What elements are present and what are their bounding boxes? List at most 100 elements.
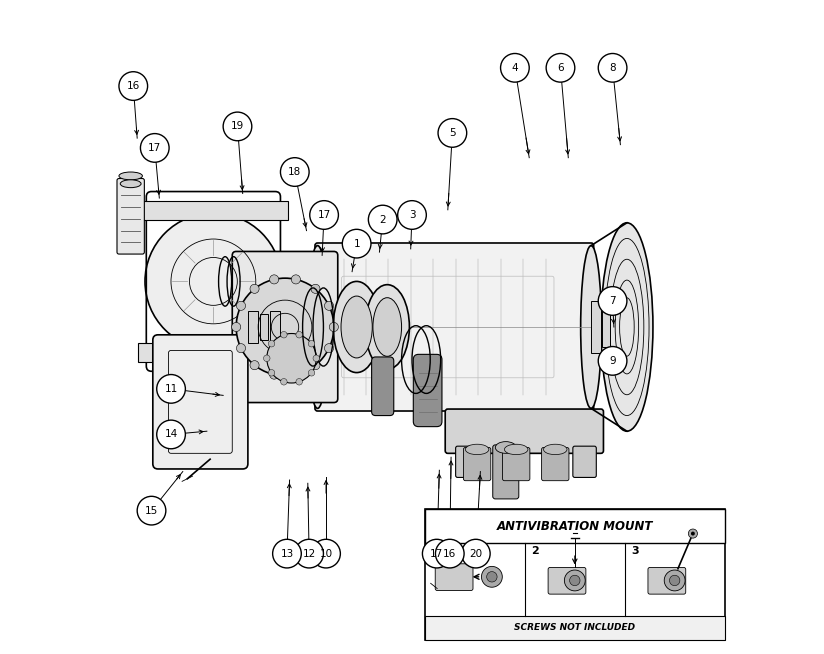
Circle shape xyxy=(598,286,627,315)
Text: 3: 3 xyxy=(409,210,415,220)
Circle shape xyxy=(398,201,426,230)
Text: 16: 16 xyxy=(127,81,140,91)
Circle shape xyxy=(250,360,259,370)
FancyBboxPatch shape xyxy=(232,251,338,403)
Ellipse shape xyxy=(504,444,528,455)
Circle shape xyxy=(236,278,334,376)
Circle shape xyxy=(292,370,301,379)
Text: 17: 17 xyxy=(430,549,443,559)
Text: 2: 2 xyxy=(379,215,386,224)
Circle shape xyxy=(500,54,529,82)
Text: 11: 11 xyxy=(165,384,178,394)
Text: 16: 16 xyxy=(443,549,456,559)
Ellipse shape xyxy=(341,296,372,358)
Text: 9: 9 xyxy=(609,356,616,366)
Ellipse shape xyxy=(581,246,602,408)
Circle shape xyxy=(435,540,464,568)
Text: 14: 14 xyxy=(165,430,178,439)
Circle shape xyxy=(269,341,274,347)
Bar xyxy=(138,201,288,220)
Text: 7: 7 xyxy=(609,296,616,306)
Circle shape xyxy=(264,355,270,362)
Circle shape xyxy=(342,230,371,258)
Circle shape xyxy=(325,343,334,353)
Circle shape xyxy=(461,540,490,568)
FancyBboxPatch shape xyxy=(372,357,394,415)
Circle shape xyxy=(280,158,309,186)
FancyBboxPatch shape xyxy=(541,447,569,481)
Ellipse shape xyxy=(544,444,567,455)
FancyBboxPatch shape xyxy=(463,447,491,481)
Circle shape xyxy=(691,532,695,536)
Ellipse shape xyxy=(495,441,516,453)
Circle shape xyxy=(688,529,697,538)
Circle shape xyxy=(308,341,315,347)
Circle shape xyxy=(296,332,302,338)
Bar xyxy=(591,301,601,353)
Bar xyxy=(602,307,610,347)
Circle shape xyxy=(664,570,685,591)
Ellipse shape xyxy=(120,180,141,188)
Circle shape xyxy=(281,332,287,338)
Circle shape xyxy=(273,540,302,568)
Circle shape xyxy=(119,72,147,100)
Text: ANTIVIBRATION MOUNT: ANTIVIBRATION MOUNT xyxy=(497,520,653,533)
Bar xyxy=(260,314,268,340)
Circle shape xyxy=(295,540,324,568)
FancyBboxPatch shape xyxy=(493,445,519,499)
FancyBboxPatch shape xyxy=(435,564,473,591)
Bar xyxy=(425,509,724,640)
Circle shape xyxy=(487,572,497,582)
FancyBboxPatch shape xyxy=(414,354,442,426)
Text: 4: 4 xyxy=(512,63,518,73)
Text: 1: 1 xyxy=(432,547,439,557)
FancyBboxPatch shape xyxy=(573,446,597,477)
Ellipse shape xyxy=(373,298,401,356)
Text: 19: 19 xyxy=(231,122,244,131)
Ellipse shape xyxy=(307,246,328,408)
Text: 12: 12 xyxy=(302,549,316,559)
Circle shape xyxy=(267,334,316,383)
Circle shape xyxy=(223,112,252,141)
FancyBboxPatch shape xyxy=(117,179,144,254)
Text: 3: 3 xyxy=(631,547,639,557)
Circle shape xyxy=(145,213,282,350)
Text: 17: 17 xyxy=(148,143,162,153)
FancyBboxPatch shape xyxy=(648,568,686,594)
Text: 2: 2 xyxy=(531,547,539,557)
Circle shape xyxy=(481,566,503,587)
Circle shape xyxy=(250,284,259,294)
Text: 15: 15 xyxy=(145,506,158,515)
Circle shape xyxy=(311,540,340,568)
Circle shape xyxy=(236,343,246,353)
Circle shape xyxy=(368,205,397,234)
Circle shape xyxy=(325,301,334,311)
FancyBboxPatch shape xyxy=(503,447,530,481)
FancyBboxPatch shape xyxy=(456,446,479,477)
Circle shape xyxy=(330,322,339,332)
Bar xyxy=(425,509,724,543)
Circle shape xyxy=(310,201,339,230)
Circle shape xyxy=(281,379,287,385)
Text: 6: 6 xyxy=(557,63,564,73)
FancyBboxPatch shape xyxy=(445,409,603,453)
Circle shape xyxy=(311,284,320,294)
Text: 20: 20 xyxy=(469,549,482,559)
Text: 8: 8 xyxy=(609,63,616,73)
Circle shape xyxy=(269,370,274,376)
Ellipse shape xyxy=(333,281,380,373)
Ellipse shape xyxy=(601,223,653,431)
Circle shape xyxy=(157,420,185,449)
Text: 1: 1 xyxy=(353,239,360,249)
Ellipse shape xyxy=(119,172,143,180)
Circle shape xyxy=(236,301,246,311)
Circle shape xyxy=(296,379,302,385)
Circle shape xyxy=(140,133,169,162)
Text: 10: 10 xyxy=(320,549,333,559)
Circle shape xyxy=(423,540,451,568)
Bar xyxy=(138,343,288,362)
Circle shape xyxy=(232,322,241,332)
Text: SCREWS NOT INCLUDED: SCREWS NOT INCLUDED xyxy=(514,623,635,632)
Text: 17: 17 xyxy=(317,210,330,220)
Circle shape xyxy=(438,118,466,147)
